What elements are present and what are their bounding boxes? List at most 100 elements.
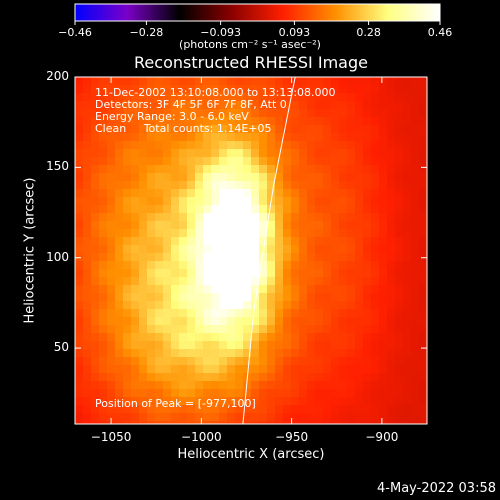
heat-cell <box>187 325 195 333</box>
heat-cell <box>363 229 371 237</box>
heat-cell <box>187 341 195 349</box>
heat-cell <box>203 125 211 133</box>
heat-cell <box>395 173 403 181</box>
heat-cell <box>339 333 347 341</box>
heat-cell <box>235 277 243 285</box>
heat-cell <box>379 221 387 229</box>
heat-cell <box>211 357 219 365</box>
heat-cell <box>115 421 123 424</box>
heat-cell <box>259 93 267 101</box>
heat-cell <box>347 117 355 125</box>
heat-cell <box>91 109 99 117</box>
heat-cell <box>419 253 427 261</box>
heat-cell <box>139 333 147 341</box>
heat-cell <box>267 181 275 189</box>
heat-cell <box>403 229 411 237</box>
heat-cell <box>259 149 267 157</box>
heat-cell <box>411 109 419 117</box>
heat-cell <box>147 389 155 397</box>
heat-cell <box>379 141 387 149</box>
heat-cell <box>107 413 115 421</box>
heat-cell <box>155 349 163 357</box>
heat-cell <box>251 133 259 141</box>
heat-cell <box>219 205 227 213</box>
heat-cell <box>139 133 147 141</box>
heat-cell <box>387 197 395 205</box>
heat-cell <box>259 333 267 341</box>
heat-cell <box>251 181 259 189</box>
heat-cell <box>163 333 171 341</box>
heat-cell <box>203 149 211 157</box>
heat-cell <box>163 269 171 277</box>
heat-cell <box>419 189 427 197</box>
heat-cell <box>83 149 91 157</box>
heat-cell <box>363 141 371 149</box>
heat-cell <box>139 141 147 149</box>
heat-cell <box>203 229 211 237</box>
heat-cell <box>179 381 187 389</box>
solar-limb-curve <box>242 76 296 425</box>
heat-cell <box>83 109 91 117</box>
heat-cell <box>227 413 235 421</box>
heat-cell <box>291 173 299 181</box>
heat-cell <box>139 301 147 309</box>
heat-cell <box>323 365 331 373</box>
heat-cell <box>147 381 155 389</box>
heat-cell <box>83 197 91 205</box>
heat-cell <box>187 173 195 181</box>
heat-cell <box>275 301 283 309</box>
heat-cell <box>291 101 299 109</box>
heat-cell <box>195 237 203 245</box>
heat-cell <box>235 309 243 317</box>
heat-cell <box>371 269 379 277</box>
heat-cell <box>299 349 307 357</box>
heat-cell <box>235 357 243 365</box>
heat-cell <box>379 365 387 373</box>
heat-cell <box>299 189 307 197</box>
heat-cell <box>347 261 355 269</box>
heat-cell <box>403 125 411 133</box>
heat-cell <box>187 229 195 237</box>
heat-cell <box>283 405 291 413</box>
heat-cell <box>387 117 395 125</box>
heat-cell <box>219 285 227 293</box>
heat-cell <box>203 213 211 221</box>
heat-cell <box>123 221 131 229</box>
heat-cell <box>251 117 259 125</box>
heat-cell <box>115 197 123 205</box>
heat-cell <box>363 221 371 229</box>
heat-cell <box>107 221 115 229</box>
heat-cell <box>171 325 179 333</box>
heat-cell <box>91 197 99 205</box>
heat-cell <box>251 77 259 85</box>
heat-cell <box>387 181 395 189</box>
heat-cell <box>147 237 155 245</box>
heat-cell <box>291 221 299 229</box>
heat-cell <box>123 269 131 277</box>
heat-cell <box>123 101 131 109</box>
heat-cell <box>363 93 371 101</box>
heat-cell <box>363 277 371 285</box>
plot-frame <box>74 76 428 425</box>
heat-cell <box>107 389 115 397</box>
heat-cell <box>411 293 419 301</box>
heat-cell <box>403 213 411 221</box>
heat-cell <box>243 261 251 269</box>
heat-cell <box>123 117 131 125</box>
heat-cell <box>171 285 179 293</box>
heat-cell <box>99 269 107 277</box>
heat-cell <box>339 309 347 317</box>
heat-cell <box>147 141 155 149</box>
heat-cell <box>403 405 411 413</box>
heat-cell <box>227 77 235 85</box>
heat-cell <box>179 189 187 197</box>
heat-cell <box>99 405 107 413</box>
heat-cell <box>363 189 371 197</box>
heat-cell <box>155 173 163 181</box>
heat-cell <box>243 397 251 405</box>
heat-cell <box>251 341 259 349</box>
heat-cell <box>283 373 291 381</box>
heat-cell <box>387 133 395 141</box>
heat-cell <box>243 173 251 181</box>
heat-cell <box>139 365 147 373</box>
